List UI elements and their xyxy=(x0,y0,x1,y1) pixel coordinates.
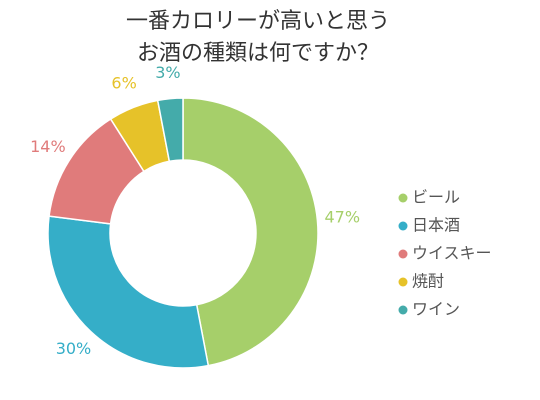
legend-marker xyxy=(398,221,408,231)
legend-label: ワイン xyxy=(412,300,460,319)
legend-marker xyxy=(398,305,408,315)
donut-slice xyxy=(47,215,210,369)
legend-label: ビール xyxy=(412,188,460,207)
donut-slice xyxy=(156,97,184,163)
data-label: 30% xyxy=(56,339,92,358)
chart-title: お酒の種類は何ですか？ xyxy=(137,41,379,66)
donut-slice xyxy=(182,97,319,367)
data-label: 3% xyxy=(155,63,180,82)
data-label: 47% xyxy=(325,207,361,226)
legend-marker xyxy=(398,277,408,287)
data-label: 14% xyxy=(30,137,66,156)
legend-marker xyxy=(398,249,408,259)
legend-label: 日本酒 xyxy=(412,216,460,235)
legend-marker xyxy=(398,193,408,203)
legend-label: ウイスキー xyxy=(412,244,492,263)
chart-title: 一番カロリーが高いと思う xyxy=(126,9,390,34)
data-label: 6% xyxy=(111,74,136,93)
legend-label: 焼酎 xyxy=(412,272,444,291)
